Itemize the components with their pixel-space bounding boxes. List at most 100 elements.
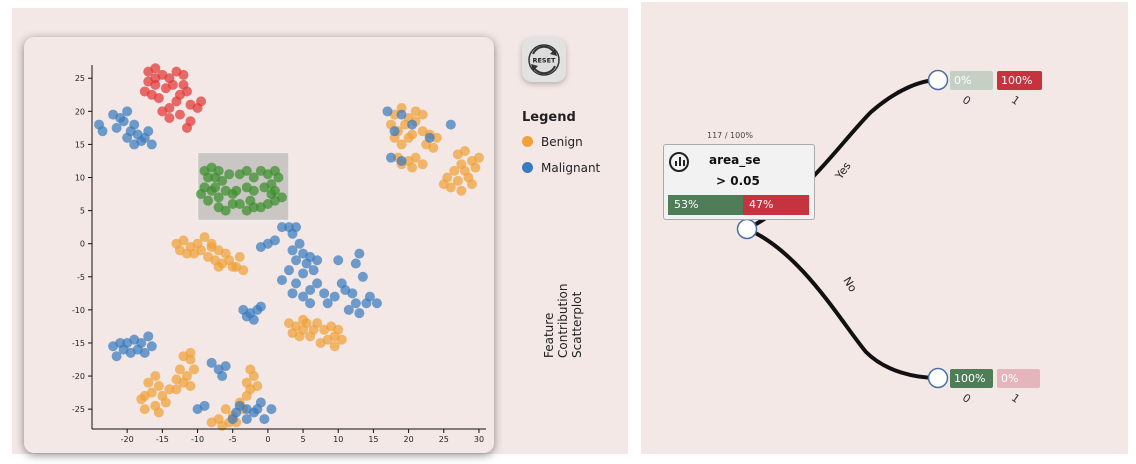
scatter-point-s0-25[interactable]: [459, 146, 470, 157]
scatter-point-s1-43[interactable]: [287, 288, 298, 299]
scatter-point-s0-36[interactable]: [466, 179, 477, 190]
scatter-point-s1-52[interactable]: [333, 255, 344, 266]
scatter-point-s3-25[interactable]: [150, 73, 161, 84]
scatter-point-s1-31[interactable]: [294, 238, 305, 249]
scatter-point-s1-48[interactable]: [319, 288, 330, 299]
scatter-point-s1-17[interactable]: [396, 109, 407, 120]
scatter-point-s3-18[interactable]: [164, 112, 175, 123]
scatter-point-s2-28[interactable]: [255, 202, 266, 213]
scatter-point-s3-9[interactable]: [153, 93, 164, 104]
scatter-point-s0-30[interactable]: [470, 162, 481, 173]
scatter-point-s3-4[interactable]: [178, 69, 189, 80]
scatter-point-s1-84[interactable]: [220, 361, 231, 372]
scatter-point-s1-20[interactable]: [424, 132, 435, 143]
scatter-point-s1-16[interactable]: [382, 106, 393, 117]
scatter-point-s1-56[interactable]: [343, 304, 354, 315]
scatter-point-s0-46[interactable]: [189, 248, 200, 259]
scatter-point-s0-72[interactable]: [333, 324, 344, 335]
scatter-point-s1-15[interactable]: [122, 132, 133, 143]
scatter-point-s0-32[interactable]: [452, 175, 463, 186]
leaf-connector-no[interactable]: [927, 367, 949, 389]
scatter-point-s0-40[interactable]: [178, 235, 189, 246]
scatter-point-s3-24[interactable]: [181, 122, 192, 133]
scatter-point-s1-32[interactable]: [287, 245, 298, 256]
scatter-point-s2-23[interactable]: [241, 182, 252, 193]
scatter-point-s1-27[interactable]: [276, 222, 287, 233]
scatter-point-s0-87[interactable]: [139, 404, 150, 415]
scatter-point-s0-37[interactable]: [438, 179, 449, 190]
scatter-point-s0-99[interactable]: [171, 384, 182, 395]
scatter-point-s1-95[interactable]: [266, 404, 277, 415]
scatter-point-s0-97[interactable]: [185, 380, 196, 391]
scatter-point-s1-78[interactable]: [139, 347, 150, 358]
scatter-point-s0-43[interactable]: [181, 248, 192, 259]
scatter-point-s1-19[interactable]: [389, 126, 400, 137]
scatter-point-s1-44[interactable]: [298, 291, 309, 302]
scatter-point-s1-69[interactable]: [255, 301, 266, 312]
scatter-point-s1-21[interactable]: [445, 119, 456, 130]
scatter-point-s0-76[interactable]: [329, 341, 340, 352]
scatter-point-s0-38[interactable]: [473, 152, 484, 163]
scatter-point-s0-85[interactable]: [160, 397, 171, 408]
scatter-point-s1-87[interactable]: [192, 404, 203, 415]
scatter-point-s1-76[interactable]: [136, 337, 147, 348]
scatter-point-s1-7[interactable]: [111, 122, 122, 133]
scatter-point-s0-88[interactable]: [153, 407, 164, 418]
scatter-point-s2-5[interactable]: [217, 175, 228, 186]
scatter-point-s0-89[interactable]: [136, 394, 147, 405]
scatter-point-s1-5[interactable]: [118, 116, 129, 127]
scatterplot[interactable]: 25 20 15 10 5 0 -5 -10 -15 -20 -25 -20 -15 -10 -5 0 5 10 1…: [24, 37, 494, 453]
scatter-point-s1-4[interactable]: [122, 106, 133, 117]
scatter-point-s1-12[interactable]: [146, 139, 157, 150]
scatter-point-s1-46[interactable]: [312, 278, 323, 289]
scatter-point-s0-56[interactable]: [234, 251, 245, 262]
scatter-point-s2-11[interactable]: [196, 189, 207, 200]
scatter-point-s1-55[interactable]: [350, 298, 361, 309]
scatter-point-s0-79[interactable]: [143, 377, 154, 388]
scatter-point-s0-23[interactable]: [417, 159, 428, 170]
scatter-point-s0-73[interactable]: [315, 337, 326, 348]
scatter-point-s0-114[interactable]: [217, 420, 228, 431]
scatter-point-s0-11[interactable]: [431, 132, 442, 143]
scatter-point-s0-95[interactable]: [189, 364, 200, 375]
scatter-point-s1-68[interactable]: [248, 314, 259, 325]
tree-node[interactable]: area_se > 0.05 53% 47%: [663, 144, 815, 220]
scatter-point-s1-50[interactable]: [329, 291, 340, 302]
scatter-point-s0-75[interactable]: [294, 331, 305, 342]
scatter-point-s0-55[interactable]: [213, 261, 224, 272]
scatter-point-s0-106[interactable]: [241, 390, 252, 401]
scatter-point-s1-39[interactable]: [298, 268, 309, 279]
scatter-point-s2-36[interactable]: [245, 195, 256, 206]
scatter-point-s0-59[interactable]: [206, 238, 217, 249]
scatter-point-s0-93[interactable]: [174, 364, 185, 375]
scatter-point-s0-35[interactable]: [456, 185, 467, 196]
scatter-point-s0-105[interactable]: [252, 380, 263, 391]
leaf-connector-yes[interactable]: [927, 69, 949, 91]
scatter-point-s1-79[interactable]: [146, 341, 157, 352]
scatter-point-s1-71[interactable]: [111, 351, 122, 362]
reset-button[interactable]: RESET: [522, 38, 566, 82]
scatter-point-s1-54[interactable]: [347, 288, 358, 299]
scatter-point-s2-38[interactable]: [266, 189, 277, 200]
scatter-point-s2-10[interactable]: [203, 195, 214, 206]
scatter-point-s0-15[interactable]: [396, 139, 407, 150]
scatter-point-s1-14[interactable]: [129, 139, 140, 150]
scatter-point-s3-17[interactable]: [157, 106, 168, 117]
scatter-point-s2-12[interactable]: [224, 169, 235, 180]
scatter-point-s1-94[interactable]: [241, 414, 252, 425]
scatter-point-s2-34[interactable]: [213, 202, 224, 213]
scatter-point-s1-41[interactable]: [276, 275, 287, 286]
scatter-point-s1-97[interactable]: [252, 404, 263, 415]
scatter-point-s0-6[interactable]: [417, 109, 428, 120]
scatter-point-s0-4[interactable]: [400, 119, 411, 130]
scatter-point-s0-80[interactable]: [150, 371, 161, 382]
scatter-point-s1-81[interactable]: [115, 337, 126, 348]
scatter-point-s0-77[interactable]: [336, 334, 347, 345]
scatter-point-s0-98[interactable]: [171, 374, 182, 385]
scatter-point-s0-14[interactable]: [403, 132, 414, 143]
scatter-point-s2-15[interactable]: [248, 172, 259, 183]
scatter-point-s2-21[interactable]: [259, 182, 270, 193]
scatter-point-s1-22[interactable]: [386, 152, 397, 163]
scatter-point-s1-34[interactable]: [291, 255, 302, 266]
scatter-point-s1-18[interactable]: [407, 119, 418, 130]
